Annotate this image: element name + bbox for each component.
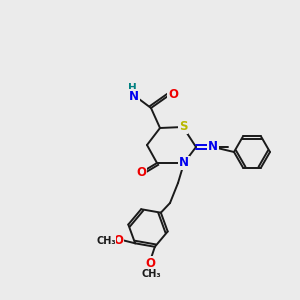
Text: O: O (146, 257, 156, 270)
Text: H: H (128, 83, 136, 93)
Text: O: O (113, 234, 123, 247)
Text: O: O (136, 166, 146, 178)
Text: N: N (179, 157, 189, 169)
Text: CH₃: CH₃ (141, 269, 161, 279)
Text: O: O (168, 88, 178, 100)
Text: N: N (129, 89, 139, 103)
Text: CH₃: CH₃ (96, 236, 116, 246)
Text: S: S (179, 121, 187, 134)
Text: N: N (208, 140, 218, 154)
